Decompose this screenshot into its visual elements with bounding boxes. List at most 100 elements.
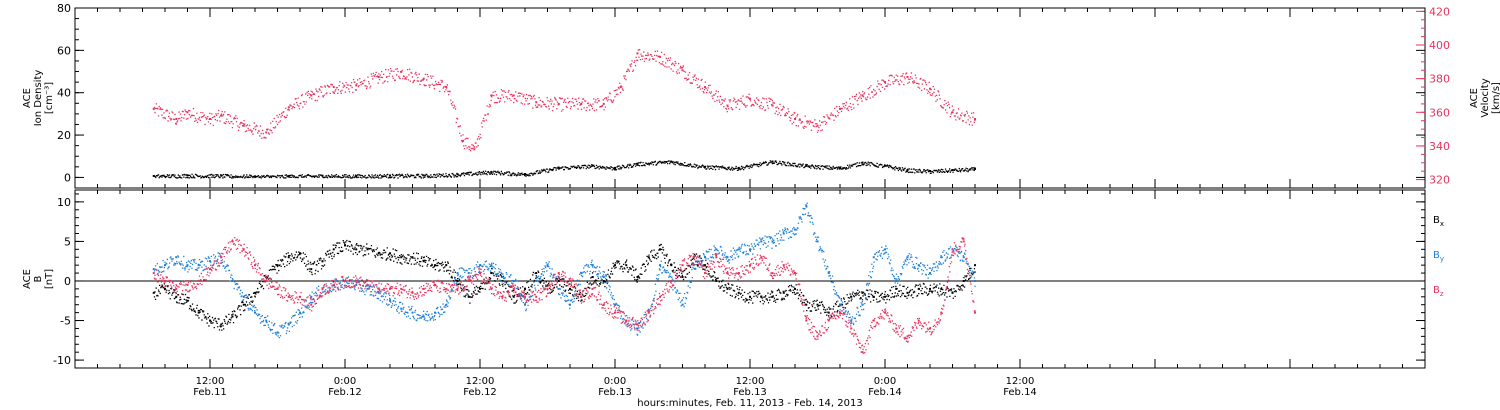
data-point (456, 279, 459, 282)
data-point (636, 323, 639, 326)
left-axis-label-line: B (33, 275, 44, 282)
data-point (715, 279, 718, 282)
data-point (704, 272, 706, 275)
data-point (557, 287, 560, 290)
data-point (884, 248, 886, 251)
data-point (186, 174, 189, 177)
data-point (321, 287, 324, 290)
data-point (242, 124, 245, 127)
data-point (760, 256, 763, 259)
data-point (602, 276, 605, 279)
data-point (265, 279, 268, 282)
data-point (681, 69, 684, 72)
data-point (276, 264, 279, 267)
left-axis-label-line: Ion Density (33, 70, 44, 127)
left-tick-label: -10 (53, 354, 71, 367)
x-tick-label-date: Feb.14 (1003, 387, 1037, 398)
left-tick-label: -5 (60, 315, 71, 328)
data-point (569, 287, 571, 290)
data-point (299, 311, 301, 314)
data-point (827, 311, 830, 314)
data-point (929, 272, 931, 275)
x-tick-label-time: 12:00 (466, 376, 495, 387)
data-point (242, 248, 245, 251)
x-tick-label-time: 0:00 (334, 376, 356, 387)
data-point (197, 264, 200, 267)
data-point (602, 102, 605, 105)
data-point (872, 256, 875, 259)
data-point (400, 307, 403, 310)
data-point (659, 264, 661, 267)
data-point (265, 131, 268, 134)
data-point (962, 256, 965, 259)
time-axis: 12:00Feb.110:00Feb.1212:00Feb.120:00Feb.… (193, 376, 1037, 398)
data-point (805, 303, 808, 306)
data-point (254, 291, 256, 294)
data-point (411, 291, 414, 294)
data-point-cloud (153, 237, 976, 354)
left-axis-label-line: [cm⁻³] (44, 82, 55, 114)
data-point (771, 295, 774, 298)
left-tick-label: 10 (57, 196, 71, 209)
data-point (231, 315, 234, 318)
data-point (636, 52, 639, 55)
data-point (456, 173, 459, 176)
data-point (839, 303, 841, 306)
right-axis-label-line: [km/s] (1491, 82, 1500, 114)
series-Bz (152, 237, 976, 354)
data-point (737, 248, 740, 251)
data-point (479, 287, 481, 290)
data-point (299, 252, 301, 255)
data-point (501, 295, 504, 298)
data-point (614, 264, 616, 267)
data-point (422, 260, 425, 263)
data-point (569, 279, 571, 282)
data-point (366, 287, 369, 290)
x-tick-label-time: 12:00 (736, 376, 765, 387)
data-point (749, 248, 751, 251)
data-point (209, 118, 211, 121)
series-pink (152, 49, 976, 152)
data-point (749, 264, 751, 267)
data-point (152, 107, 155, 110)
data-point (434, 311, 436, 314)
data-point (951, 248, 954, 251)
left-tick-label: 5 (64, 235, 71, 248)
data-point (974, 279, 976, 282)
data-point (647, 311, 650, 314)
data-point (681, 276, 684, 279)
data-point (906, 169, 909, 171)
data-point (557, 279, 560, 282)
left-tick-label: 80 (57, 2, 71, 15)
data-point (771, 272, 774, 275)
data-point (377, 75, 380, 78)
data-point (467, 272, 470, 275)
left-tick-label: 0 (64, 275, 71, 288)
data-point (310, 94, 313, 97)
data-point (490, 287, 493, 290)
data-point (389, 299, 391, 302)
data-point (647, 256, 650, 259)
data-point (501, 276, 504, 279)
data-point (726, 256, 729, 259)
x-tick-label-date: Feb.11 (193, 387, 227, 398)
data-point (332, 283, 335, 286)
data-point (310, 268, 313, 271)
data-point (782, 264, 785, 267)
data-point (884, 311, 886, 314)
x-axis-label: hours:minutes, Feb. 11, 2013 - Feb. 14, … (637, 398, 862, 409)
data-point (422, 315, 425, 318)
data-point (344, 244, 346, 247)
data-point (816, 124, 819, 127)
data-point (591, 287, 594, 290)
left-axis-label-line: ACE (22, 269, 33, 289)
data-point (619, 86, 622, 89)
data-point (974, 264, 976, 267)
data-point (389, 252, 391, 255)
data-point (479, 272, 481, 275)
data-point (400, 287, 403, 290)
data-point (152, 272, 155, 275)
data-point (355, 174, 358, 177)
data-point (524, 295, 526, 298)
data-point (512, 295, 515, 298)
